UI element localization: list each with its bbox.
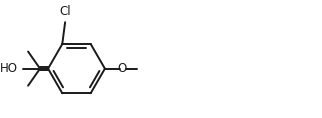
Text: Cl: Cl — [59, 4, 71, 17]
Text: O: O — [117, 62, 127, 75]
Text: HO: HO — [0, 62, 18, 75]
